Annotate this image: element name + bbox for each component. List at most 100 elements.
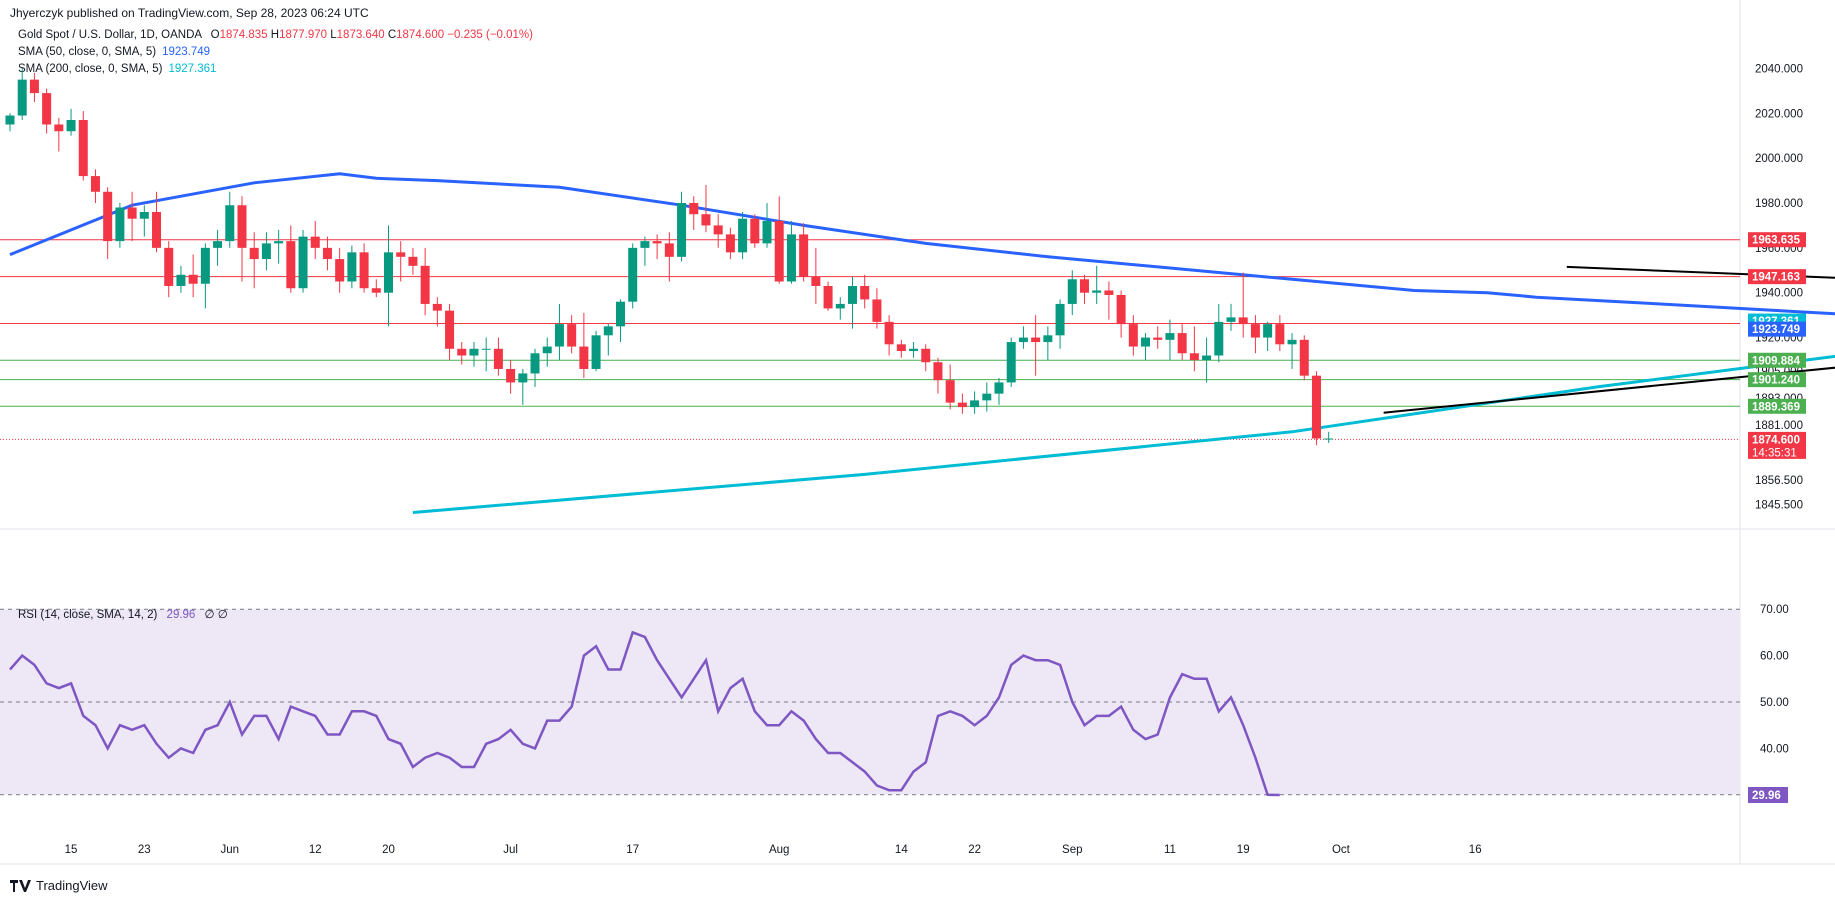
candle <box>701 185 711 233</box>
candle <box>66 108 76 136</box>
candle-body <box>1299 339 1309 376</box>
candle-body <box>1031 337 1041 343</box>
candle-body <box>139 211 149 219</box>
candle-body <box>322 247 332 260</box>
candle-body <box>1250 324 1260 338</box>
candle-body <box>1079 279 1089 293</box>
x-tick: 23 <box>138 844 151 856</box>
candle-body <box>786 234 796 282</box>
candle <box>1226 303 1236 331</box>
candle-body <box>17 79 27 116</box>
candle-body <box>1141 337 1151 347</box>
candle-body <box>506 368 516 383</box>
candle <box>1287 333 1297 369</box>
candle <box>1238 272 1248 338</box>
candle-body <box>164 247 174 286</box>
candle <box>591 330 601 372</box>
candle-body <box>884 321 894 345</box>
candle <box>310 220 320 260</box>
price-tick: 1940.000 <box>1755 288 1803 300</box>
candle-body <box>689 203 699 215</box>
candle <box>493 337 503 376</box>
candle <box>640 236 650 266</box>
candle-body <box>78 120 88 177</box>
candle <box>359 243 369 293</box>
moving-averages <box>9 172 1835 514</box>
candle-body <box>799 234 809 278</box>
candle-body <box>1311 375 1321 439</box>
level-badge-1889.369: 1889.369 <box>1752 401 1800 413</box>
candle <box>1177 324 1187 360</box>
candle <box>1324 431 1334 443</box>
candle <box>42 88 52 134</box>
candle <box>677 191 687 262</box>
rsi-line <box>9 630 1280 797</box>
candle-body <box>66 120 76 132</box>
candle <box>371 279 381 298</box>
candle-body <box>1275 324 1285 345</box>
candle-body <box>1324 438 1334 440</box>
candle <box>664 232 674 282</box>
candle-body <box>1263 324 1273 338</box>
candle-body <box>835 303 845 309</box>
candle <box>1079 274 1089 304</box>
candle <box>1092 265 1102 304</box>
candle-body <box>115 207 125 242</box>
candle-body <box>176 274 186 286</box>
price-tick: 2000.000 <box>1755 153 1803 165</box>
candle-body <box>554 324 564 347</box>
candle <box>90 169 100 203</box>
rsi-extra: ∅ ∅ <box>204 609 228 621</box>
candle-body <box>42 93 52 125</box>
candle-body <box>1226 317 1236 322</box>
candle <box>5 113 15 132</box>
candle-body <box>432 303 442 311</box>
candle-body <box>225 205 235 242</box>
candle <box>1263 321 1273 352</box>
horizontal-levels <box>0 239 1740 440</box>
candle-body <box>616 301 625 327</box>
candle-body <box>286 241 296 289</box>
candle <box>933 357 943 394</box>
x-tick: 22 <box>968 844 981 856</box>
candle-body <box>1214 321 1224 356</box>
candle-body <box>445 310 455 349</box>
x-tick: 12 <box>309 844 322 856</box>
symbol-legend[interactable]: Gold Spot / U.S. Dollar, 1D, OANDA O1874… <box>18 29 533 41</box>
candle <box>1141 333 1151 360</box>
candle <box>384 225 394 327</box>
candle <box>823 281 833 311</box>
rsi-legend[interactable]: RSI (14, close, SMA, 14, 2) 29.96 ∅ ∅ <box>18 607 228 621</box>
candle <box>762 203 772 248</box>
candle <box>1311 371 1321 446</box>
candle-body <box>1287 339 1297 345</box>
badge-last-bg <box>1748 431 1806 459</box>
candle-body <box>518 373 528 383</box>
candle <box>1153 326 1163 349</box>
candle-body <box>1238 317 1248 325</box>
candle <box>420 247 430 316</box>
candle <box>1165 319 1175 360</box>
candle-body <box>249 247 259 260</box>
tradingview-footer[interactable]: TradingView <box>10 878 108 893</box>
candle-body <box>896 344 906 352</box>
candle <box>713 214 723 248</box>
candle <box>225 191 235 248</box>
sma50-legend[interactable]: SMA (50, close, 0, SMA, 5) 1923.749 <box>18 46 210 58</box>
rsi-tick: 40.00 <box>1760 743 1789 755</box>
candle <box>469 342 479 367</box>
candle-body <box>1092 290 1102 293</box>
candle <box>530 348 540 387</box>
x-tick: 19 <box>1237 844 1250 856</box>
candle-body <box>640 241 650 248</box>
candle-body <box>1177 333 1187 354</box>
ohlc-high: 1877.970 <box>279 29 328 41</box>
candle <box>945 364 955 410</box>
candle <box>457 342 467 365</box>
candle-body <box>5 115 15 125</box>
sma200-legend[interactable]: SMA (200, close, 0, SMA, 5) 1927.361 <box>18 63 216 75</box>
candle <box>481 337 491 372</box>
candle-body <box>542 346 552 354</box>
candle <box>835 297 845 320</box>
